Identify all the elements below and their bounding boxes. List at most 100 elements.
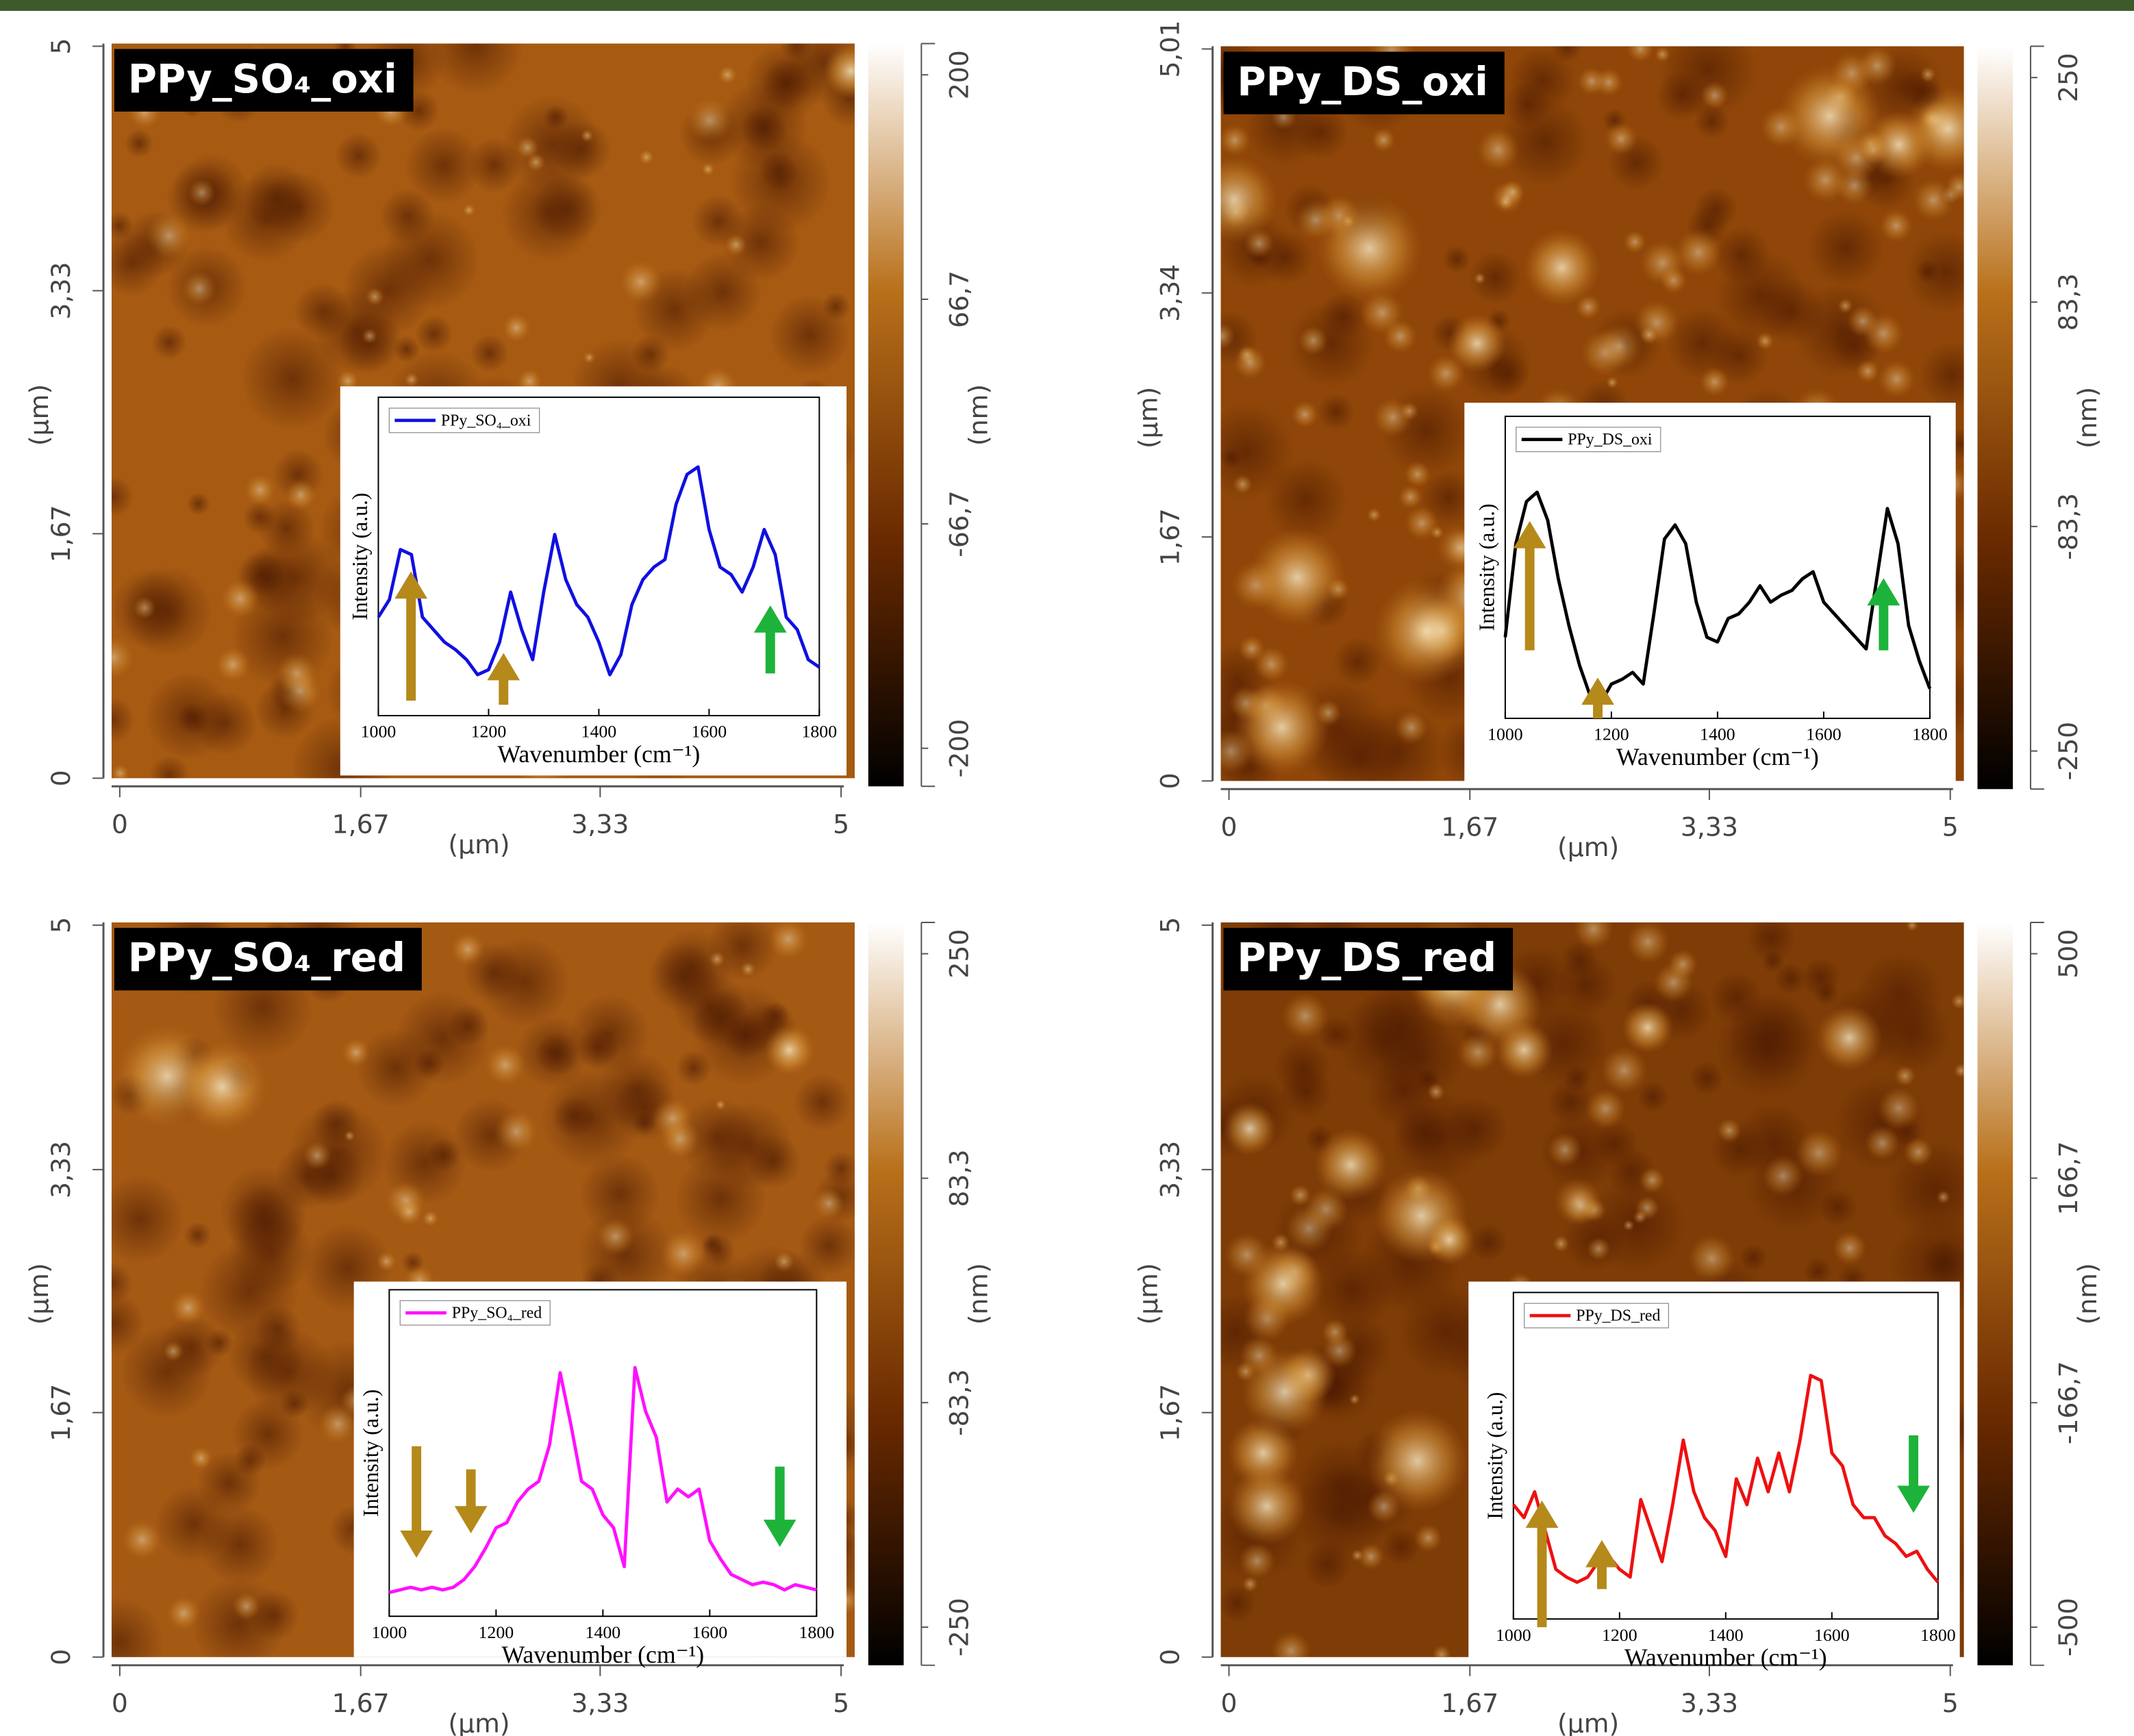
texture-blob bbox=[1876, 1086, 1921, 1130]
texture-blob bbox=[1232, 474, 1253, 494]
x-tick-label: 1400 bbox=[1708, 1625, 1744, 1645]
texture-pit bbox=[111, 697, 135, 743]
texture-blob bbox=[1879, 208, 1913, 243]
texture-blob bbox=[1241, 1242, 1325, 1326]
colorbar-tick-label: 66,7 bbox=[944, 271, 974, 328]
colorbar-label: (nm) bbox=[2072, 387, 2102, 449]
legend-label: PPy_DS_oxi bbox=[1568, 431, 1653, 449]
texture-blob bbox=[395, 1198, 423, 1226]
y-axis-label: Intensity (a.u.) bbox=[1474, 503, 1498, 631]
texture-blob bbox=[1700, 81, 1729, 110]
texture-blob bbox=[1623, 230, 1646, 254]
colorbar-tick-label: 166,7 bbox=[2053, 1141, 2083, 1215]
texture-blob bbox=[1877, 360, 1916, 399]
texture-blob bbox=[1522, 229, 1600, 307]
y-axis-label: (µm) bbox=[1133, 387, 1164, 449]
texture-blob bbox=[1950, 992, 1964, 1010]
texture-blob bbox=[1348, 1394, 1360, 1405]
texture-blob bbox=[188, 179, 216, 207]
x-tick-label: 0 bbox=[1220, 1688, 1237, 1718]
x-axis-label: Wavenumber (cm⁻¹) bbox=[1616, 743, 1819, 770]
x-tick-label: 1800 bbox=[1920, 1625, 1956, 1645]
texture-blob bbox=[1779, 65, 1881, 168]
texture-blob bbox=[597, 1217, 635, 1256]
inset-box bbox=[1468, 1281, 1960, 1660]
texture-pit bbox=[1288, 301, 1375, 388]
texture-pit bbox=[145, 672, 233, 760]
x-axis-label: (µm) bbox=[448, 829, 510, 859]
colorbar-tick-label: 250 bbox=[2053, 53, 2083, 102]
texture-blob bbox=[1903, 1137, 1933, 1167]
texture-pit bbox=[1813, 981, 1840, 1006]
texture-pit bbox=[759, 151, 799, 190]
texture-blob bbox=[1371, 127, 1396, 152]
texture-blob bbox=[709, 951, 725, 968]
texture-blob bbox=[1447, 314, 1507, 373]
texture-pit bbox=[532, 174, 602, 244]
y-tick-label: 1,67 bbox=[46, 505, 76, 562]
texture-blob bbox=[1366, 1409, 1469, 1513]
texture-blob bbox=[773, 1250, 795, 1272]
panel-title: PPy_SO₄_red bbox=[128, 935, 405, 981]
texture-pit bbox=[793, 1073, 852, 1132]
colorbar-tick-label: -83,3 bbox=[944, 1369, 974, 1436]
texture-blob bbox=[740, 961, 756, 977]
texture-pit bbox=[123, 566, 212, 656]
texture-pit bbox=[152, 325, 187, 360]
arrow-head bbox=[1897, 1485, 1930, 1513]
texture-blob bbox=[1762, 1155, 1805, 1197]
texture-pit bbox=[186, 492, 210, 516]
texture-blob bbox=[317, 1403, 358, 1444]
texture-blob bbox=[1936, 1190, 1950, 1204]
texture-pit bbox=[1774, 962, 1807, 995]
texture-blob bbox=[1316, 194, 1423, 302]
texture-pit bbox=[1444, 1097, 1508, 1161]
texture-pit bbox=[1468, 1223, 1507, 1262]
texture-pit bbox=[568, 993, 651, 1076]
x-tick-label: 1400 bbox=[581, 722, 617, 742]
texture-blob bbox=[284, 478, 317, 511]
texture-pit bbox=[125, 129, 153, 158]
texture-blob bbox=[715, 1099, 727, 1111]
texture-blob bbox=[1600, 1046, 1648, 1094]
texture-blob bbox=[1716, 1118, 1742, 1143]
texture-blob bbox=[177, 1042, 267, 1131]
texture-pit bbox=[503, 96, 601, 194]
texture-pit bbox=[335, 132, 382, 179]
colorbar-tick-label: -250 bbox=[944, 1598, 974, 1657]
texture-blob bbox=[1373, 578, 1480, 684]
colorbar bbox=[868, 922, 904, 1665]
texture-blob bbox=[1476, 127, 1520, 172]
texture-blob bbox=[580, 129, 594, 142]
texture-blob bbox=[163, 1341, 184, 1362]
texture-pit bbox=[1887, 1141, 1964, 1237]
texture-pit bbox=[111, 1292, 145, 1355]
texture-blob bbox=[526, 153, 546, 172]
x-tick-label: 5 bbox=[833, 809, 849, 839]
y-tick-label: 5,01 bbox=[1155, 20, 1185, 77]
texture-blob bbox=[701, 162, 715, 176]
texture-blob bbox=[1953, 1063, 1964, 1079]
top-bar bbox=[0, 0, 2134, 11]
y-tick-label: 5 bbox=[46, 38, 76, 55]
texture-blob bbox=[1238, 1542, 1276, 1580]
texture-pit bbox=[228, 1211, 313, 1296]
texture-pit bbox=[704, 1101, 794, 1190]
texture-blob bbox=[618, 260, 663, 304]
texture-blob bbox=[660, 1229, 707, 1277]
texture-blob bbox=[1816, 1004, 1883, 1072]
x-tick-label: 1000 bbox=[1496, 1625, 1531, 1645]
x-tick-label: 1000 bbox=[361, 722, 397, 742]
texture-blob bbox=[1473, 272, 1486, 285]
texture-blob bbox=[365, 287, 384, 306]
texture-blob bbox=[1640, 240, 1685, 286]
texture-blob bbox=[303, 1141, 332, 1170]
colorbar-label: (nm) bbox=[2072, 1263, 2102, 1324]
texture-pit bbox=[683, 253, 762, 331]
y-axis-label: (µm) bbox=[24, 384, 54, 446]
y-tick-label: 0 bbox=[46, 1649, 76, 1665]
x-axis-label: Wavenumber (cm⁻¹) bbox=[501, 1641, 704, 1668]
texture-blob bbox=[1285, 1204, 1334, 1253]
x-tick-label: 0 bbox=[112, 809, 128, 839]
